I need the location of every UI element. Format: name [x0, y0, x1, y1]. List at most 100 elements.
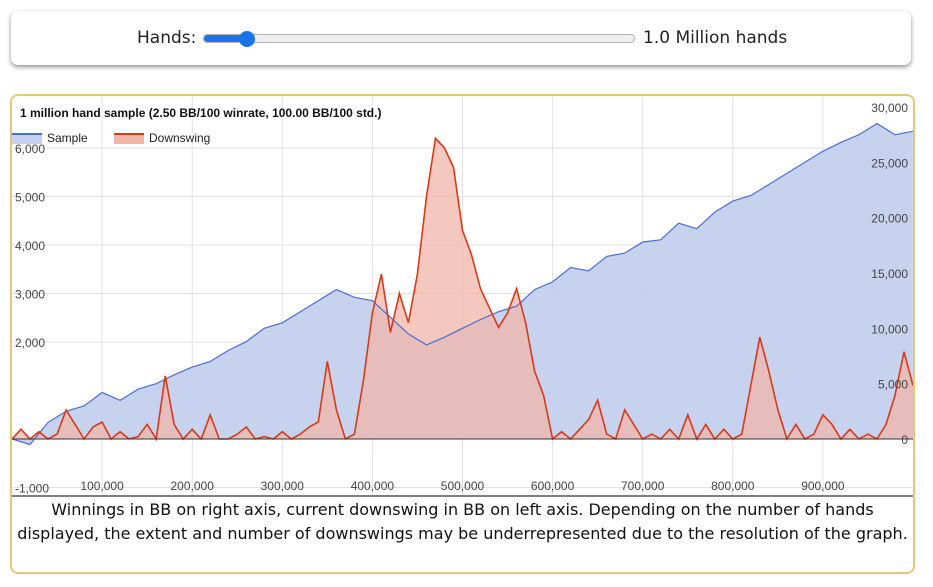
sample-point	[83, 405, 85, 407]
downswing-point	[398, 293, 400, 295]
downswing-point	[777, 409, 779, 411]
sample-point	[209, 361, 211, 363]
downswing-point	[525, 322, 527, 324]
downswing-point	[687, 414, 689, 416]
sample-point	[552, 281, 554, 283]
sample-point	[119, 399, 121, 401]
x-tick-label: 800,000	[711, 479, 755, 493]
downswing-point	[146, 423, 148, 425]
sample-point	[498, 311, 500, 313]
downswing-point	[831, 423, 833, 425]
downswing-point	[101, 421, 103, 423]
chart-title: 1 million hand sample (2.50 BB/100 winra…	[20, 106, 381, 120]
x-tick-label: 600,000	[531, 479, 575, 493]
sample-point	[570, 266, 572, 268]
sample-point	[480, 318, 482, 320]
sample-point	[894, 134, 896, 136]
downswing-point	[471, 254, 473, 256]
downswing-point	[362, 380, 364, 382]
sample-point	[642, 241, 644, 243]
downswing-point	[813, 433, 815, 435]
sample-line	[12, 122, 913, 446]
sample-point	[732, 200, 734, 202]
downswing-point	[489, 307, 491, 309]
downswing-point	[452, 166, 454, 168]
right-tick-label: 20,000	[871, 212, 908, 226]
downswing-point	[65, 409, 67, 411]
hands-slider-thumb[interactable]	[239, 30, 255, 47]
x-tick-label: 900,000	[801, 479, 845, 493]
sample-point	[371, 300, 373, 302]
downswing-point	[335, 409, 337, 411]
downswing-point	[507, 312, 509, 314]
downswing-point	[516, 288, 518, 290]
downswing-point	[750, 385, 752, 387]
downswing-point	[443, 147, 445, 149]
downswing-point	[669, 428, 671, 430]
sample-point	[263, 327, 265, 329]
downswing-point	[56, 433, 58, 435]
downswing-point	[299, 433, 301, 435]
downswing-point	[389, 331, 391, 333]
sample-point	[389, 316, 391, 318]
sample-point	[407, 333, 409, 335]
downswing-point	[651, 433, 653, 435]
left-tick-label: 5,000	[15, 191, 45, 205]
left-tick-label: 6,000	[15, 142, 45, 156]
downswing-point	[173, 423, 175, 425]
downswing-point	[434, 137, 436, 139]
sample-point	[353, 296, 355, 298]
downswing-point	[579, 428, 581, 430]
sample-point	[101, 392, 103, 394]
chart-card: -1,000 2,000 3,000 4,000 5,000 6,000 0 5,000 10,…	[10, 94, 915, 574]
sample-point	[588, 270, 590, 272]
downswing-point	[38, 431, 40, 433]
hands-slider-card: Hands: 1.0 Million hands	[11, 11, 911, 65]
downswing-point	[633, 423, 635, 425]
downswing-chart: -1,000 2,000 3,000 4,000 5,000 6,000 0 5,000 10,…	[12, 96, 913, 497]
sample-point	[606, 255, 608, 257]
x-tick-label: 200,000	[171, 479, 215, 493]
downswing-point	[606, 433, 608, 435]
downswing-point	[236, 433, 238, 435]
legend-label-downswing: Downswing	[149, 131, 210, 145]
x-tick-label: 500,000	[441, 479, 485, 493]
downswing-point	[759, 336, 761, 338]
hands-slider[interactable]	[203, 30, 635, 47]
sample-point	[624, 252, 626, 254]
downswing-point	[741, 433, 743, 435]
sample-point	[29, 444, 31, 446]
sample-point	[335, 289, 337, 291]
downswing-point	[561, 431, 563, 433]
sample-point	[245, 341, 247, 343]
downswing-point	[353, 433, 355, 435]
sample-point	[281, 322, 283, 324]
sample-point	[173, 374, 175, 376]
legend-swatch-sample	[12, 134, 42, 144]
downswing-point	[543, 394, 545, 396]
x-tick-label: 100,000	[80, 479, 124, 493]
right-tick-label: 10,000	[871, 322, 908, 336]
downswing-point	[768, 370, 770, 372]
downswing-point	[209, 414, 211, 416]
downswing-point	[705, 423, 707, 425]
downswing-point	[74, 423, 76, 425]
x-tick-label: 700,000	[621, 479, 665, 493]
sample-point	[768, 183, 770, 185]
sample-point	[534, 289, 536, 291]
sample-point	[840, 141, 842, 143]
downswing-point	[119, 431, 121, 433]
downswing-point	[480, 288, 482, 290]
downswing-line	[12, 136, 913, 442]
left-tick-label: 2,000	[15, 336, 45, 350]
downswing-point	[281, 431, 283, 433]
sample-point	[660, 239, 662, 241]
downswing-point	[92, 426, 94, 428]
x-tick-label: 400,000	[351, 479, 395, 493]
downswing-point	[894, 394, 896, 396]
hands-slider-value: 1.0 Million hands	[643, 28, 788, 48]
sample-point	[425, 344, 427, 346]
hands-slider-label: Hands:	[137, 28, 197, 48]
sample-point	[696, 228, 698, 230]
downswing-point	[867, 433, 869, 435]
